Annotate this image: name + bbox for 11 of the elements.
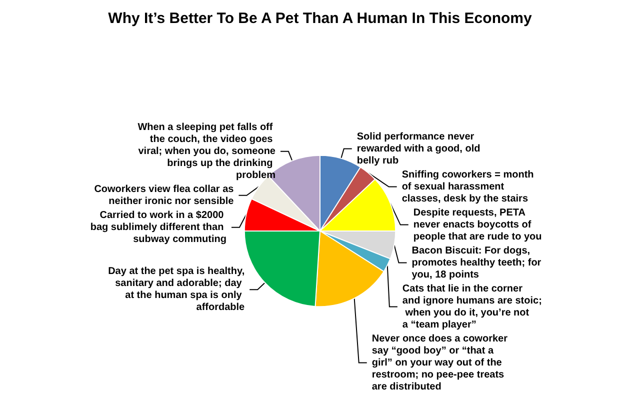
- slice-label: Despite requests, PETA never enacts boycotts of people that are rude to you: [413, 207, 542, 242]
- slice-label: When a sleeping pet falls off the couch, the video goes viral; when you do, someone brings up the drinking problem: [138, 122, 276, 181]
- slice-label: Bacon Biscuit: For dogs, promotes healthy teeth; for you, 18 points: [412, 245, 544, 280]
- chart-title: Why It’s Better To Be A Pet Than A Human In This Economy: [108, 10, 532, 27]
- slice-label: Solid performance never rewarded with a good, old belly rub: [356, 131, 484, 166]
- slice-label: Cats that lie in the corner and ignore humans are stoic; when you do it, you’re not a “team player”: [402, 283, 542, 330]
- slice-label: Sniffing coworkers = month of sexual harassment classes, desk by the stairs: [402, 169, 537, 204]
- slice-label: Never once does a coworker say “good boy” or “that a girl” on your way out of the restroom; no pee-pee treats are distributed: [372, 333, 510, 392]
- slice-label: Carried to work in a $2000 bag sublimely different than subway commuting: [90, 210, 226, 245]
- slice-label: Coworkers view flea collar as neither ironic nor sensible: [94, 184, 234, 207]
- slice-label: Day at the pet spa is healthy, sanitary and adorable; day at the human spa is only affordable: [108, 266, 246, 314]
